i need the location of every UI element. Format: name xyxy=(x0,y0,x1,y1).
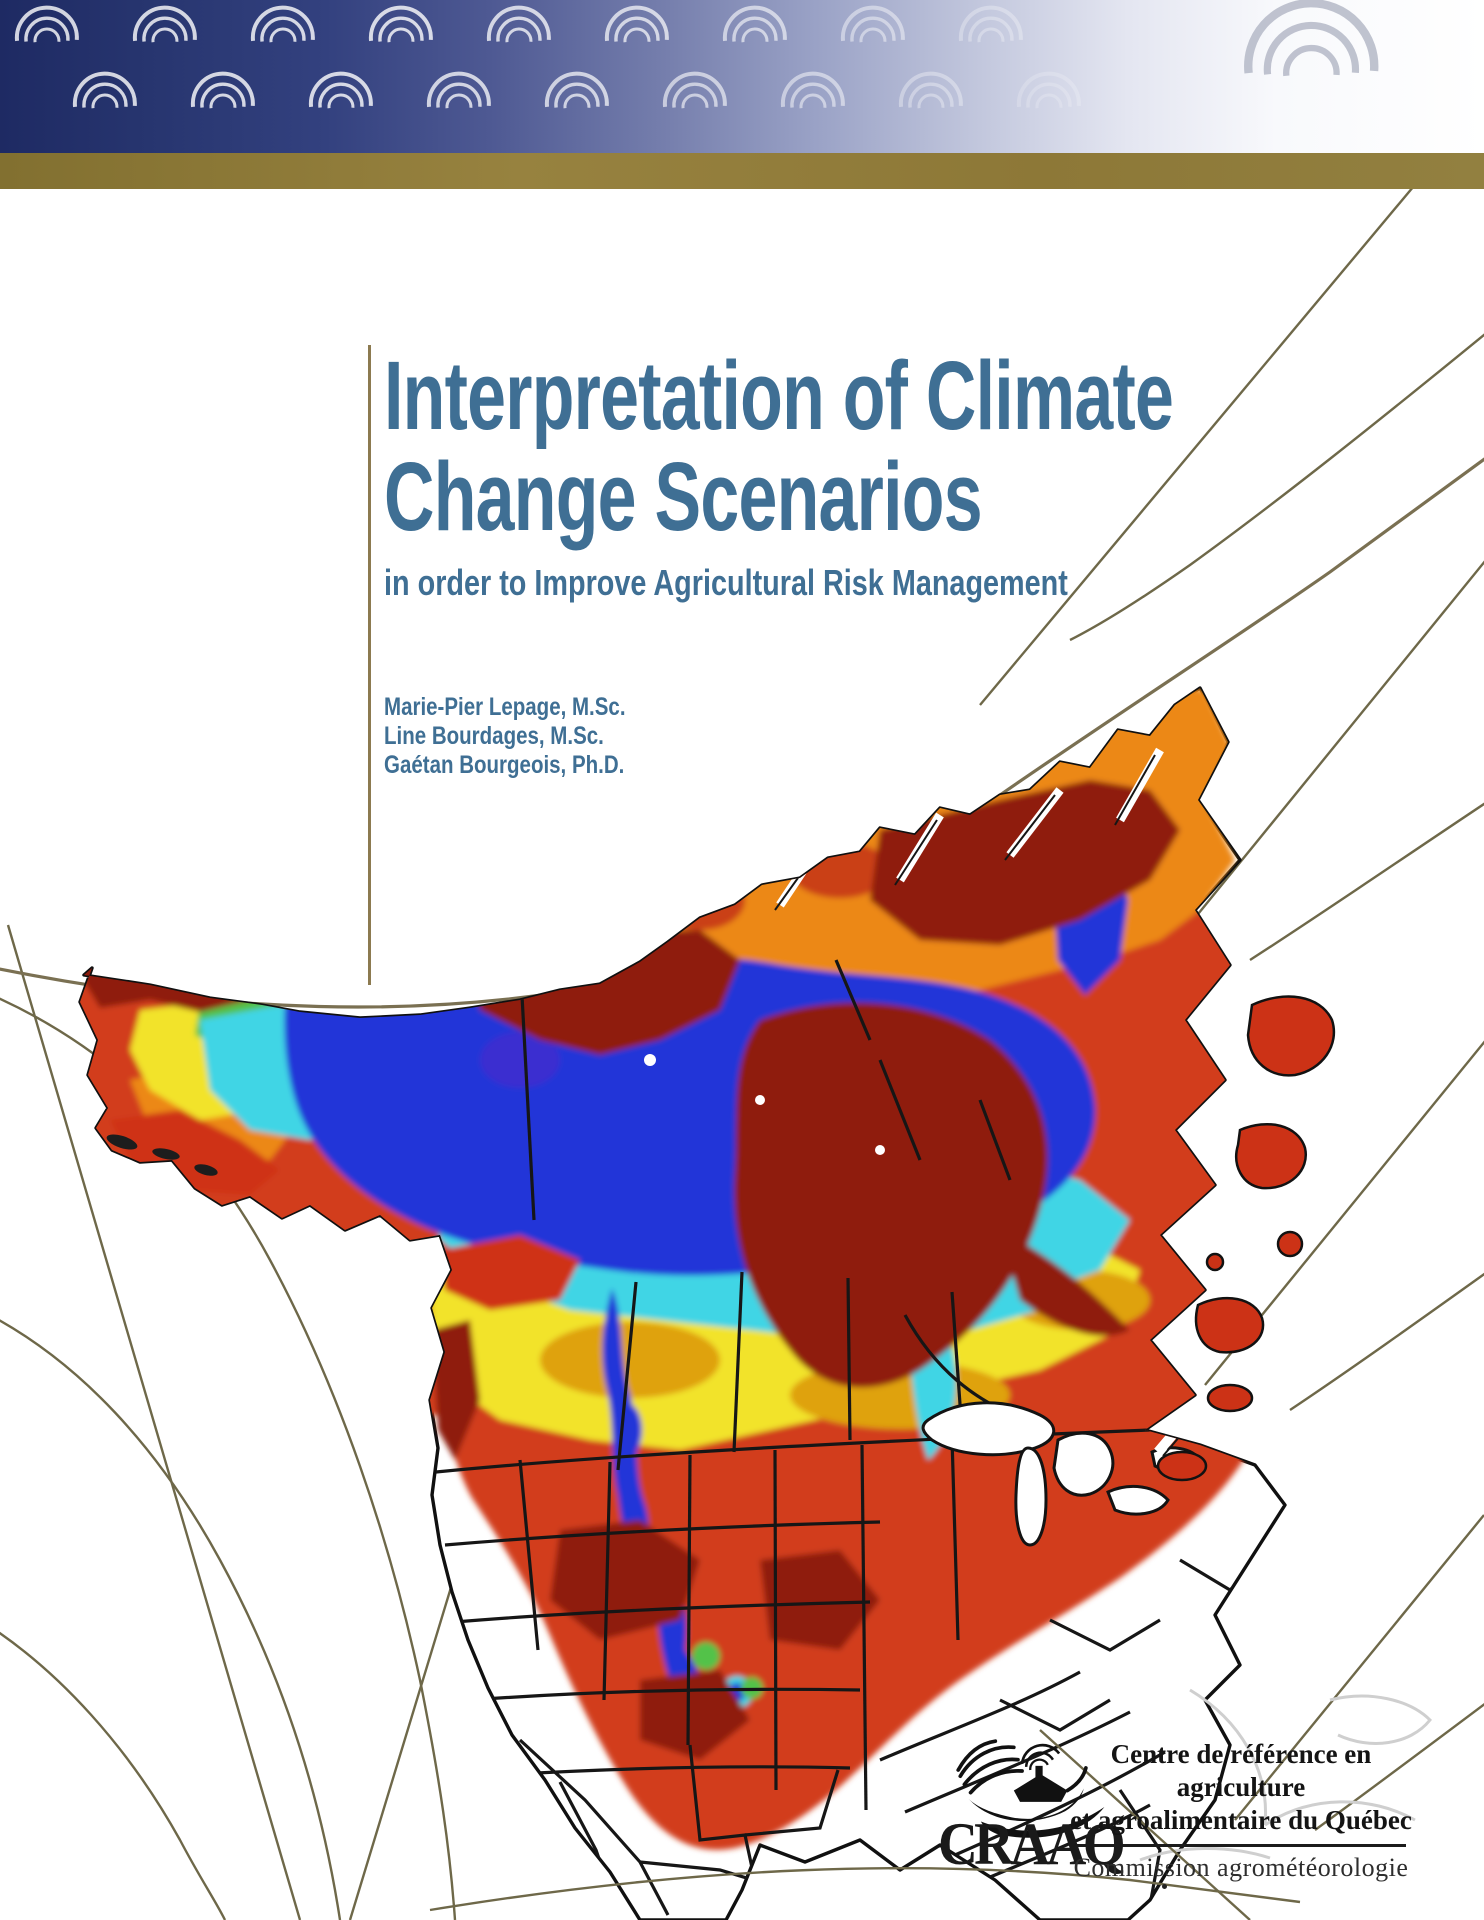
wrist-swoosh xyxy=(980,1807,1105,1838)
page-title-line1: Interpretation of Climate xyxy=(384,341,1174,450)
logo-divider xyxy=(1076,1844,1406,1847)
radio-waves-icon xyxy=(1020,1743,1061,1771)
offshore-islands xyxy=(1156,995,1336,1482)
graticule-overlay xyxy=(429,1729,1301,1920)
authors-block: Marie-Pier Lepage, M.Sc. Line Bourdages,… xyxy=(384,693,679,780)
author-name: Gaétan Bourgeois, Ph.D. xyxy=(384,751,625,779)
logo-text-block: Centre de référence en agriculture et ag… xyxy=(1066,1738,1416,1883)
author-name: Line Bourdages, M.Sc. xyxy=(384,722,604,750)
page-title-line2: Change Scenarios xyxy=(384,442,983,551)
title-block: Interpretation of Climate Change Scenari… xyxy=(368,345,1384,985)
craaq-logo-block: CRAAQ Centre de référence en agriculture… xyxy=(938,1688,1458,1908)
faded-coast-ghost xyxy=(1139,1688,1433,1862)
gold-accent-bar xyxy=(0,153,1484,189)
page-subtitle: in order to Improve Agricultural Risk Ma… xyxy=(384,562,1068,603)
hand-fingers xyxy=(956,1739,1088,1795)
commission-label: Commission agrométéorologie xyxy=(1073,1853,1409,1882)
org-name-line2: et agroalimentaire du Québec xyxy=(1070,1805,1412,1835)
org-name-line1: Centre de référence en agriculture xyxy=(1110,1739,1372,1802)
period-mark xyxy=(1162,1884,1167,1889)
hand-holding-house-with-waves-icon xyxy=(956,1739,1105,1838)
author-name: Marie-Pier Lepage, M.Sc. xyxy=(384,693,626,721)
climate-color-field xyxy=(80,688,1270,1850)
radio-arc-waves-icon xyxy=(8,0,1484,124)
house-icon xyxy=(1013,1774,1068,1802)
aleutian-islets xyxy=(106,1134,218,1176)
header-banner xyxy=(0,0,1484,153)
